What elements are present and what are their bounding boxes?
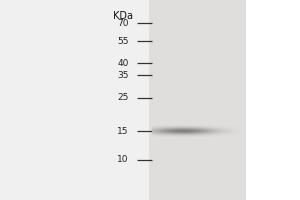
Text: 55: 55	[117, 36, 129, 46]
Text: 15: 15	[117, 127, 129, 136]
Text: KDa: KDa	[113, 11, 133, 21]
Bar	[246, 0, 300, 200]
Text: 35: 35	[117, 71, 129, 79]
Text: 40: 40	[117, 58, 129, 68]
Text: 25: 25	[117, 94, 129, 102]
Text: 70: 70	[117, 19, 129, 27]
Text: 10: 10	[117, 156, 129, 164]
Bar	[148, 0, 246, 200]
Bar	[0, 0, 148, 200]
